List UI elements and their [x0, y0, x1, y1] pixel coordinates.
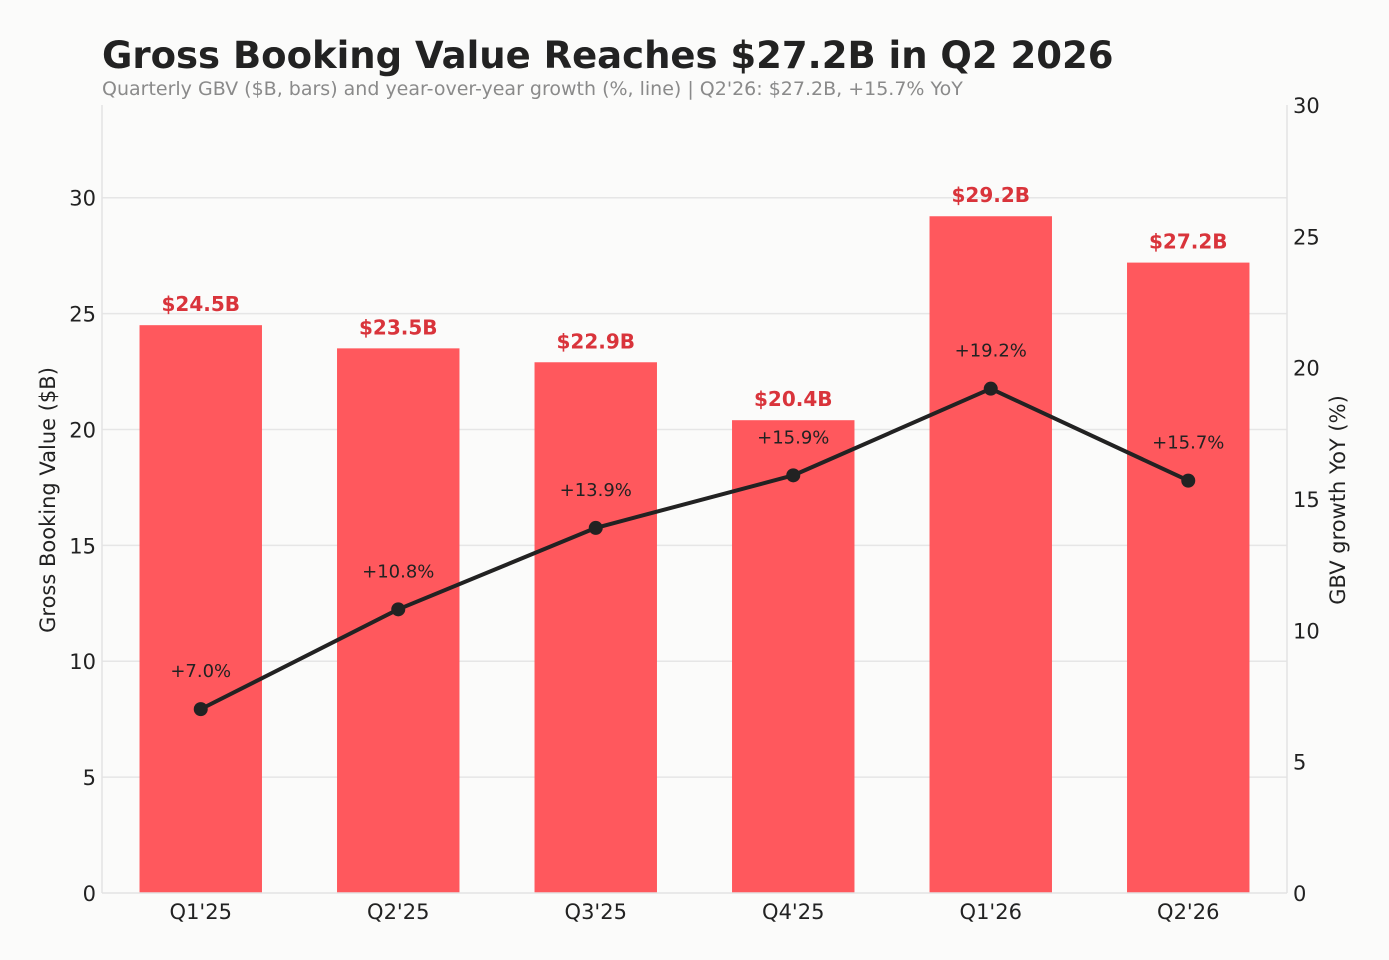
y-tick-label-left: 30 — [69, 187, 96, 211]
grid — [102, 196, 1287, 778]
y-tick-label-left: 5 — [83, 766, 96, 790]
bar — [1127, 262, 1250, 894]
axes: 0 5 10 15 20 25 30 0 5 10 15 20 25 30 Q1'25 Q2'25 Q3'25 Q… — [69, 94, 1319, 924]
x-tick-label: Q2'26 — [1157, 900, 1219, 924]
bar-value-label: $27.2B — [1149, 230, 1228, 254]
y-tick-label-right: 10 — [1293, 619, 1320, 643]
growth-point-label: +15.9% — [757, 427, 829, 448]
growth-point — [983, 381, 998, 396]
y-tick-label-right: 30 — [1293, 94, 1320, 118]
x-tick-label: Q4'25 — [762, 900, 824, 924]
x-tick-label: Q1'25 — [170, 900, 232, 924]
y-tick-label-right: 5 — [1293, 751, 1306, 775]
growth-point — [588, 520, 603, 535]
bar-value-label: $23.5B — [359, 315, 438, 339]
x-tick-label: Q1'26 — [960, 900, 1022, 924]
growth-point — [1181, 473, 1196, 488]
bar-value-label: $22.9B — [556, 329, 635, 353]
x-tick-label: Q2'25 — [367, 900, 429, 924]
y-tick-label-left: 10 — [69, 650, 96, 674]
chart-title: Gross Booking Value Reaches $27.2B in Q2… — [102, 34, 1113, 77]
growth-point — [193, 702, 208, 717]
bar — [929, 216, 1052, 893]
y-tick-label-right: 0 — [1293, 882, 1306, 906]
bar — [337, 348, 460, 894]
growth-point-label: +19.2% — [955, 341, 1027, 362]
y-tick-label-right: 20 — [1293, 357, 1320, 381]
growth-point-label: +13.9% — [560, 480, 632, 501]
bar-value-label: $24.5B — [161, 292, 240, 316]
y-tick-label-left: 25 — [69, 303, 96, 327]
y-axis-label-left: Gross Booking Value ($B) — [36, 367, 60, 633]
growth-point — [391, 602, 406, 617]
y-tick-label-right: 25 — [1293, 225, 1320, 249]
bar — [139, 325, 262, 893]
y-tick-label-right: 15 — [1293, 488, 1320, 512]
bar — [534, 362, 657, 894]
growth-point-label: +10.8% — [362, 561, 434, 582]
growth-point — [786, 468, 801, 483]
growth-point-label: +15.7% — [1152, 433, 1224, 454]
y-tick-label-left: 15 — [69, 534, 96, 558]
data-labels: $24.5B $23.5B $22.9B $20.4B $29.2B $27.2B +7.0… — [161, 183, 1227, 682]
y-tick-label-left: 20 — [69, 418, 96, 442]
y-axis-label-right: GBV growth YoY (%) — [1326, 395, 1350, 605]
bars — [139, 216, 1250, 894]
y-tick-label-left: 0 — [83, 882, 96, 906]
growth-line-path — [199, 386, 1190, 711]
growth-line — [193, 381, 1196, 717]
bar-value-label: $29.2B — [951, 183, 1030, 207]
growth-point-label: +7.0% — [170, 661, 231, 682]
bar — [732, 420, 855, 893]
bar-value-label: $20.4B — [754, 387, 833, 411]
x-tick-label: Q3'25 — [565, 900, 627, 924]
chart-subtitle: Quarterly GBV ($B, bars) and year-over-y… — [102, 78, 963, 100]
